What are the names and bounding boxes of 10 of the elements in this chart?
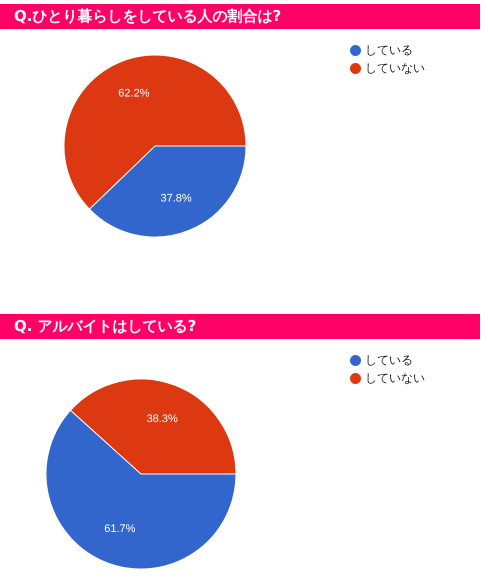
legend-label: していない xyxy=(365,61,425,75)
data-label: 37.8% xyxy=(160,192,192,204)
chart-title: Q.ひとり暮らしをしている人の割合は? xyxy=(0,4,480,29)
data-label: 38.3% xyxy=(146,413,178,426)
chart-title: Q. アルバイトはしている? xyxy=(0,314,480,339)
legend-label: していない xyxy=(365,371,425,385)
data-label: 61.7% xyxy=(104,522,136,535)
legend-label: している xyxy=(365,43,413,57)
data-label: 62.2% xyxy=(118,88,150,100)
legend-label: している xyxy=(365,353,413,367)
